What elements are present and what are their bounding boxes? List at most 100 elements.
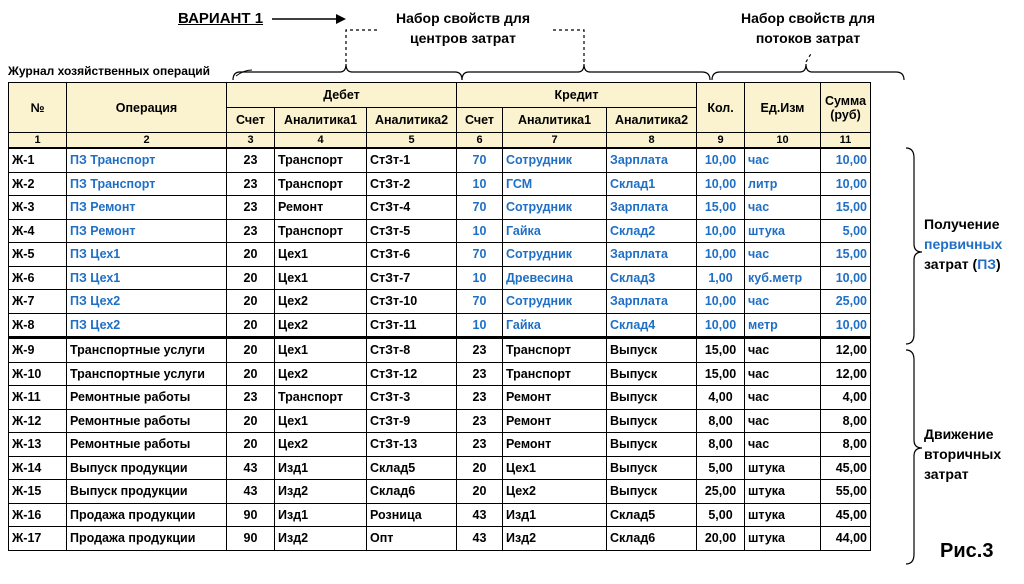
- primary-label-line3: затрат (ПЗ): [924, 254, 1002, 274]
- column-number-cell: 7: [502, 132, 607, 149]
- cell-debit-analytics1: Цех2: [274, 289, 367, 314]
- table-row: Ж-12 Ремонтные работы 20 Цех1 СтЗт-9 23 Ремонт…: [8, 408, 871, 433]
- cell-debit-analytics1: Транспорт: [274, 171, 367, 196]
- table-row: Ж-9 Транспортные услуги 20 Цех1 СтЗт-8 23 Тран…: [8, 336, 871, 363]
- primary-label-line1: Получение: [924, 216, 1000, 232]
- cost-flows-caption-line2: потоков затрат: [755, 30, 861, 46]
- cell-credit-analytics1: Сотрудник: [502, 289, 607, 314]
- cell-credit-analytics1: Цех1: [502, 455, 607, 480]
- cell-debit-analytics2: Опт: [366, 526, 457, 551]
- cell-qty: 5,00: [696, 502, 745, 527]
- table-row: Ж-2 ПЗ Транспорт 23 Транспорт СтЗт-2 10 ГСМ Скл…: [8, 171, 871, 196]
- cell-operation: ПЗ Цех2: [66, 312, 227, 338]
- cost-flows-brace: [711, 63, 905, 80]
- cell-entry-id: Ж-6: [8, 265, 67, 290]
- cell-debit-account: 20: [226, 432, 275, 457]
- cell-qty: 20,00: [696, 526, 745, 551]
- table-row: Ж-8 ПЗ Цех2 20 Цех2 СтЗт-11 10 Гайка Склад4 10,0…: [8, 312, 871, 338]
- cell-debit-account: 23: [226, 218, 275, 243]
- cell-operation: ПЗ Цех1: [66, 265, 227, 290]
- column-number-cell: 8: [606, 132, 697, 149]
- journal-table: № Операция Дебет Кредит Кол. Ед.Изм Сумм…: [8, 82, 871, 551]
- cell-credit-analytics1: Ремонт: [502, 432, 607, 457]
- table-row: Ж-11 Ремонтные работы 23 Транспорт СтЗт-3 23 Р…: [8, 385, 871, 410]
- cell-entry-id: Ж-5: [8, 242, 67, 267]
- cost-flows-caption: Набор свойств для потоков затрат: [718, 8, 898, 48]
- column-number-cell: 2: [66, 132, 227, 149]
- cell-debit-analytics2: СтЗт-13: [366, 432, 457, 457]
- cell-debit-analytics2: СтЗт-7: [366, 265, 457, 290]
- cell-debit-analytics2: Склад5: [366, 455, 457, 480]
- cell-qty: 15,00: [696, 336, 745, 363]
- cell-qty: 10,00: [696, 171, 745, 196]
- cost-flows-caption-line1: Набор свойств для: [741, 10, 875, 26]
- cost-centers-dash-left: [345, 29, 378, 62]
- cell-credit-account: 70: [456, 147, 503, 173]
- figure-label: Рис.3: [940, 540, 994, 562]
- cell-sum: 5,00: [820, 218, 871, 243]
- cell-sum: 10,00: [820, 265, 871, 290]
- cell-unit: час: [744, 336, 821, 363]
- cell-credit-analytics2: Выпуск: [606, 432, 697, 457]
- cell-entry-id: Ж-10: [8, 361, 67, 386]
- cell-debit-analytics2: СтЗт-3: [366, 385, 457, 410]
- cell-credit-account: 23: [456, 361, 503, 386]
- header-sum-line2: (руб): [830, 107, 861, 122]
- cell-entry-id: Ж-3: [8, 195, 67, 220]
- cell-credit-account: 20: [456, 455, 503, 480]
- cell-sum: 15,00: [820, 195, 871, 220]
- column-number-cell: 5: [366, 132, 457, 149]
- cost-centers-caption-line1: Набор свойств для: [396, 10, 530, 26]
- cell-debit-analytics2: СтЗт-12: [366, 361, 457, 386]
- column-number-cell: 6: [456, 132, 503, 149]
- column-number-cell: 4: [274, 132, 367, 149]
- cell-entry-id: Ж-4: [8, 218, 67, 243]
- cell-debit-analytics1: Транспорт: [274, 385, 367, 410]
- cell-operation: ПЗ Ремонт: [66, 195, 227, 220]
- cell-credit-analytics1: Транспорт: [502, 361, 607, 386]
- header-credit-analytics1: Аналитика1: [502, 107, 607, 133]
- header-debit-analytics1: Аналитика1: [274, 107, 367, 133]
- header-qty: Кол.: [696, 82, 745, 133]
- side-braces: [905, 147, 923, 565]
- table-row: Ж-15 Выпуск продукции 43 Изд2 Склад6 20 Цех2 Вы…: [8, 479, 871, 504]
- journal-brace: [235, 69, 253, 77]
- cell-debit-account: 20: [226, 312, 275, 338]
- cell-operation: Транспортные услуги: [66, 361, 227, 386]
- cell-qty: 15,00: [696, 195, 745, 220]
- cell-credit-account: 70: [456, 195, 503, 220]
- cell-unit: час: [744, 432, 821, 457]
- table-row: Ж-6 ПЗ Цех1 20 Цех1 СтЗт-7 10 Древесина Склад3 1…: [8, 265, 871, 290]
- cell-unit: штука: [744, 455, 821, 480]
- cell-credit-analytics1: Сотрудник: [502, 147, 607, 173]
- table-row: Ж-5 ПЗ Цех1 20 Цех1 СтЗт-6 70 Сотрудник Зарплат…: [8, 242, 871, 267]
- cell-debit-account: 90: [226, 502, 275, 527]
- cell-entry-id: Ж-11: [8, 385, 67, 410]
- cell-debit-analytics1: Цех2: [274, 432, 367, 457]
- cell-debit-account: 90: [226, 526, 275, 551]
- header-operation: Операция: [66, 82, 227, 133]
- cell-debit-analytics2: СтЗт-11: [366, 312, 457, 338]
- cell-debit-analytics2: СтЗт-8: [366, 336, 457, 363]
- cell-entry-id: Ж-1: [8, 147, 67, 173]
- cell-debit-analytics1: Цех1: [274, 265, 367, 290]
- cell-credit-analytics1: Цех2: [502, 479, 607, 504]
- variant-title: ВАРИАНТ 1: [178, 10, 264, 27]
- header-num: №: [8, 82, 67, 133]
- cell-credit-analytics1: Ремонт: [502, 408, 607, 433]
- cell-unit: метр: [744, 312, 821, 338]
- cost-centers-dash-right: [552, 29, 585, 62]
- cell-qty: 5,00: [696, 455, 745, 480]
- primary-label-close-paren: ): [996, 256, 1001, 272]
- cell-debit-analytics2: Розница: [366, 502, 457, 527]
- cell-debit-analytics1: Транспорт: [274, 147, 367, 173]
- column-number-cell: 9: [696, 132, 745, 149]
- primary-label-word: затрат: [924, 256, 969, 272]
- cell-entry-id: Ж-16: [8, 502, 67, 527]
- journal-title: Журнал хозяйственных операций: [8, 64, 211, 78]
- cell-credit-analytics2: Склад3: [606, 265, 697, 290]
- cell-credit-analytics2: Выпуск: [606, 385, 697, 410]
- cell-credit-account: 23: [456, 432, 503, 457]
- cell-qty: 10,00: [696, 242, 745, 267]
- cell-unit: час: [744, 361, 821, 386]
